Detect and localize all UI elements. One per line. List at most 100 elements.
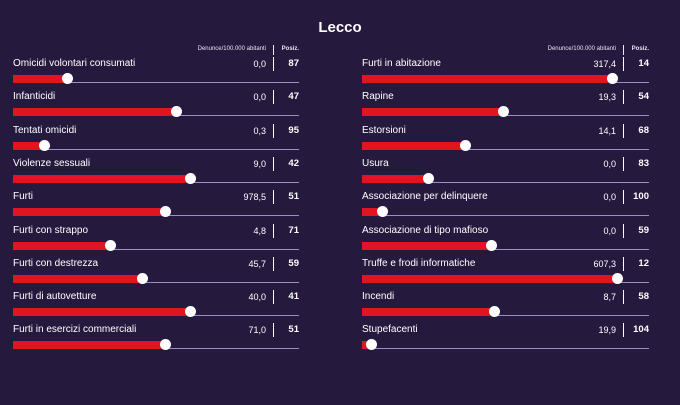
value-label: 607,3	[593, 258, 616, 269]
column-separator	[273, 45, 274, 55]
bar-baseline	[362, 181, 649, 183]
bar	[13, 341, 165, 350]
bar-track	[13, 73, 299, 84]
value-label: 9,0	[253, 158, 266, 169]
bar-marker	[159, 206, 171, 218]
position-label: 54	[638, 91, 649, 103]
bar-track	[362, 73, 649, 84]
bar	[362, 174, 428, 183]
bar-track	[13, 306, 299, 318]
value-label: 0,0	[603, 158, 616, 169]
category-label: Furti in esercizi commerciali	[13, 324, 137, 336]
bar-marker	[159, 339, 171, 351]
value-label: 19,3	[598, 92, 616, 103]
value-separator	[273, 223, 274, 238]
value-separator	[273, 123, 274, 138]
bar-track	[362, 272, 649, 284]
bar-track	[13, 239, 299, 251]
bar-marker	[136, 272, 148, 284]
category-label: Furti con strappo	[13, 224, 89, 236]
bar-marker	[105, 239, 117, 251]
position-label: 12	[638, 257, 649, 269]
chart-row: Usura 0,0 83	[362, 156, 649, 191]
value-label: 317,4	[593, 59, 616, 69]
bar	[13, 274, 142, 283]
bar-baseline	[362, 315, 649, 317]
position-label: 14	[638, 58, 649, 69]
position-label: 51	[288, 191, 299, 203]
value-separator	[623, 256, 624, 271]
bar	[362, 308, 495, 317]
position-label: 95	[288, 124, 299, 136]
value-label: 45,7	[248, 258, 266, 269]
position-label: 42	[288, 157, 299, 169]
column-header: Denunce/100.000 abitanti Posiz.	[362, 45, 649, 56]
value-label: 978,5	[243, 192, 266, 203]
bar-track	[13, 172, 299, 184]
bar-baseline	[362, 248, 649, 250]
bar-marker	[489, 306, 501, 318]
chart-row: Stupefacenti 19,9 104	[362, 323, 649, 357]
value-separator	[273, 256, 274, 271]
category-label: Associazione di tipo mafioso	[362, 224, 489, 236]
value-label: 19,9	[598, 325, 616, 336]
position-label: 68	[638, 124, 649, 136]
chart-row: Estorsioni 14,1 68	[362, 123, 649, 158]
bar-baseline	[362, 148, 649, 150]
bar-track	[362, 339, 649, 351]
position-label: 83	[638, 157, 649, 169]
category-label: Violenze sessuali	[13, 157, 91, 169]
position-label: 58	[638, 291, 649, 303]
position-label: 87	[288, 58, 299, 69]
chart-row: Furti 978,5 51	[13, 190, 299, 224]
bar	[362, 274, 618, 283]
bar-marker	[606, 73, 618, 84]
value-label: 8,7	[603, 292, 616, 303]
value-label: 0,0	[603, 225, 616, 236]
chart-row: Furti con strappo 4,8 71	[13, 223, 299, 258]
chart-row: Tentati omicidi 0,3 95	[13, 123, 299, 158]
category-label: Infanticidi	[13, 91, 56, 103]
value-label: 4,8	[253, 225, 266, 236]
bar-baseline	[362, 215, 649, 217]
category-label: Usura	[362, 157, 389, 169]
bar-track	[13, 272, 299, 284]
chart-row: Omicidi volontari consumati 0,0 87	[13, 57, 299, 91]
chart-row: Furti in abitazione 317,4 14	[362, 57, 649, 91]
value-separator	[623, 223, 624, 238]
bar	[13, 308, 191, 317]
chart-row: Rapine 19,3 54	[362, 90, 649, 124]
category-label: Omicidi volontari consumati	[13, 58, 136, 69]
bar-track	[13, 106, 299, 118]
category-label: Rapine	[362, 91, 394, 103]
position-label: 100	[633, 191, 649, 203]
value-separator	[623, 156, 624, 171]
bar-baseline	[362, 348, 649, 350]
value-separator	[273, 90, 274, 105]
rate-column-label: Denunce/100.000 abitanti	[197, 46, 266, 52]
bar-marker	[185, 306, 197, 318]
category-label: Furti con destrezza	[13, 257, 99, 269]
chart-row: Furti in esercizi commerciali 71,0 51	[13, 323, 299, 357]
bar	[13, 241, 111, 250]
value-separator	[623, 323, 624, 338]
bar	[362, 208, 383, 217]
value-separator	[273, 323, 274, 338]
bar	[13, 208, 165, 217]
value-separator	[623, 90, 624, 105]
bar-baseline	[13, 82, 299, 83]
value-label: 40,0	[248, 292, 266, 303]
bar-baseline	[13, 248, 299, 250]
bar-marker	[612, 272, 624, 284]
bar-marker	[460, 139, 472, 151]
bar	[13, 108, 177, 117]
bar	[362, 141, 466, 150]
bar-marker	[423, 172, 434, 184]
category-label: Tentati omicidi	[13, 124, 77, 136]
value-separator	[273, 57, 274, 71]
chart-title: Lecco	[318, 19, 362, 36]
chart-row: Associazione di tipo mafioso 0,0 59	[362, 223, 649, 258]
category-label: Furti in abitazione	[362, 58, 441, 69]
column-separator	[623, 45, 624, 55]
bar-track	[362, 172, 649, 184]
